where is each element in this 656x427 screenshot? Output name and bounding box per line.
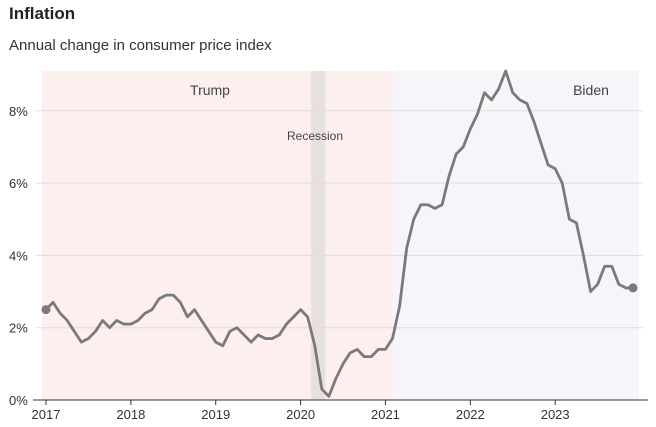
biden-label: Biden (573, 82, 609, 98)
y-tick-label: 2% (9, 321, 28, 336)
x-tick-label: 2019 (201, 407, 230, 422)
band-biden (392, 71, 639, 400)
end-point (628, 283, 638, 293)
inflation-line (44, 69, 635, 398)
x-tick-label: 2022 (456, 407, 485, 422)
x-tick-label: 2021 (371, 407, 400, 422)
band-trump (42, 71, 393, 400)
y-tick-label: 6% (9, 176, 28, 191)
y-tick-label: 8% (9, 104, 28, 119)
x-tick-label: 2023 (541, 407, 570, 422)
y-tick-label: 4% (9, 248, 28, 263)
recession-label: Recession (287, 129, 343, 143)
x-tick-label: 2018 (116, 407, 145, 422)
recession-band (311, 71, 326, 400)
x-tick-label: 2020 (286, 407, 315, 422)
x-tick-label: 2017 (32, 407, 61, 422)
trump-label: Trump (190, 82, 230, 98)
chart-subtitle: Annual change in consumer price index (9, 37, 272, 54)
chart-title: Inflation (9, 4, 76, 23)
start-point (41, 305, 51, 315)
y-tick-label: 0% (9, 393, 28, 408)
